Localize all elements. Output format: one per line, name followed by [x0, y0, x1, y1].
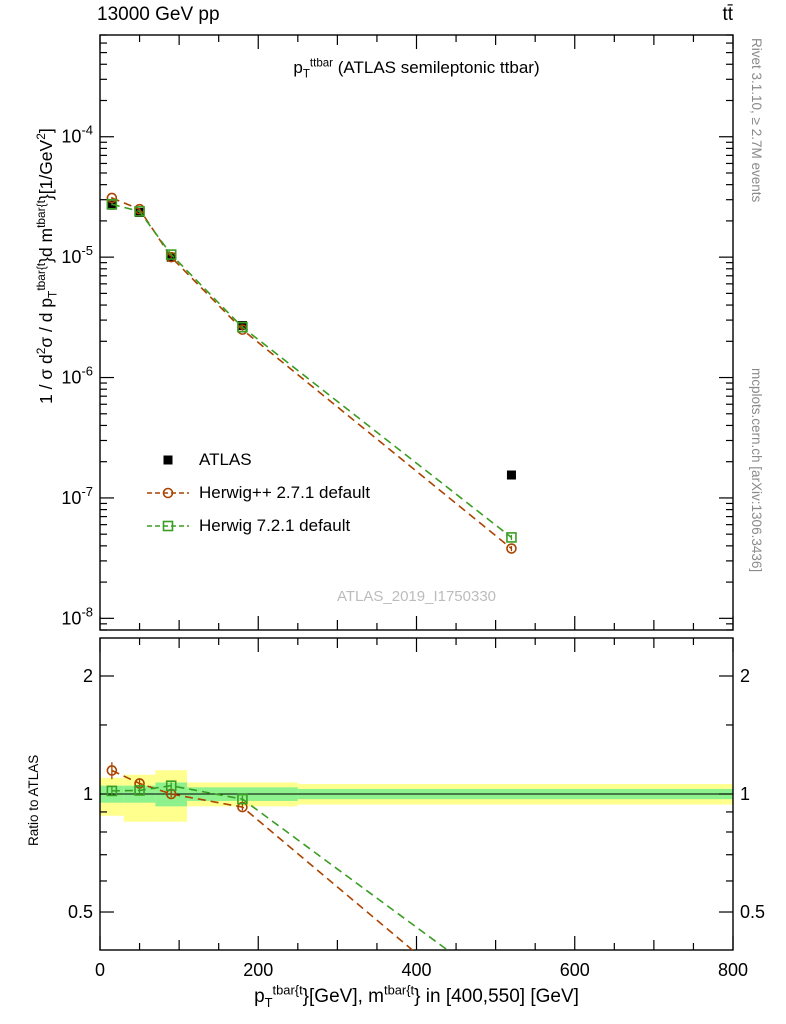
beam-energy-label: 13000 GeV pp — [97, 4, 220, 25]
process-label: tt̄ — [722, 4, 733, 25]
svg-text:600: 600 — [560, 960, 590, 980]
filled-square-icon — [163, 455, 173, 465]
uncertainty-bands — [100, 770, 733, 822]
dashed-line-open-circle-icon — [147, 487, 189, 499]
series-atlas — [107, 200, 516, 480]
analysis-id-watermark: ATLAS_2019_I1750330 — [336, 588, 497, 605]
y-axis-label: 1 / σ d2σ / d pTtbar{t}d mtbar{t}[1/GeV2… — [34, 128, 60, 404]
legend-item-herwig7: Herwig 7.2.1 default — [146, 516, 370, 536]
axis-ticks — [99, 34, 734, 950]
series-herwig-7-2-1-default — [106, 198, 517, 543]
svg-text:10-6: 10-6 — [61, 364, 93, 388]
svg-text:10-8: 10-8 — [61, 604, 93, 628]
rivet-version-note: Rivet 3.1.10, ≥ 2.7M events — [749, 38, 764, 203]
ratio-herwig-7-2-1-default — [106, 780, 449, 950]
svg-text:10-4: 10-4 — [61, 123, 93, 147]
svg-text:200: 200 — [243, 960, 273, 980]
svg-text:1: 1 — [83, 784, 93, 804]
svg-text:10-7: 10-7 — [61, 484, 93, 508]
ratio-herwig-2-7-1-default — [106, 762, 414, 950]
legend-item-atlas: ATLAS — [146, 450, 370, 470]
svg-text:1: 1 — [740, 784, 750, 804]
legend-label: ATLAS — [199, 450, 252, 470]
svg-text:10-5: 10-5 — [61, 243, 93, 267]
svg-text:400: 400 — [401, 960, 431, 980]
svg-text:0.5: 0.5 — [68, 902, 93, 922]
svg-text:0: 0 — [95, 960, 105, 980]
legend: ATLAS Herwig++ 2.7.1 default Herwig 7.2.… — [146, 450, 371, 551]
legend-item-herwigpp: Herwig++ 2.7.1 default — [146, 483, 371, 503]
plot-title: pTttbar (ATLAS semileptonic ttbar) — [293, 57, 540, 81]
ratio-y-axis-label: Ratio to ATLAS — [26, 754, 41, 846]
svg-text:800: 800 — [718, 960, 748, 980]
dashed-line-open-square-icon — [147, 520, 189, 532]
tick-labels: 0 200 400 600 800 10-4 10-5 10-6 10-7 10-8 0.5 0.5 1… — [61, 123, 765, 980]
mcplots-reference-note: mcplots.cern.ch [arXiv:1306.3436] — [749, 368, 764, 573]
x-axis-label: pTtbar{t}[GeV], mtbar{t} in [400,550] [G… — [254, 982, 579, 1010]
legend-label: Herwig 7.2.1 default — [199, 516, 351, 536]
svg-text:2: 2 — [83, 666, 93, 686]
legend-label: Herwig++ 2.7.1 default — [199, 483, 371, 503]
svg-text:2: 2 — [740, 666, 750, 686]
svg-text:0.5: 0.5 — [740, 902, 765, 922]
